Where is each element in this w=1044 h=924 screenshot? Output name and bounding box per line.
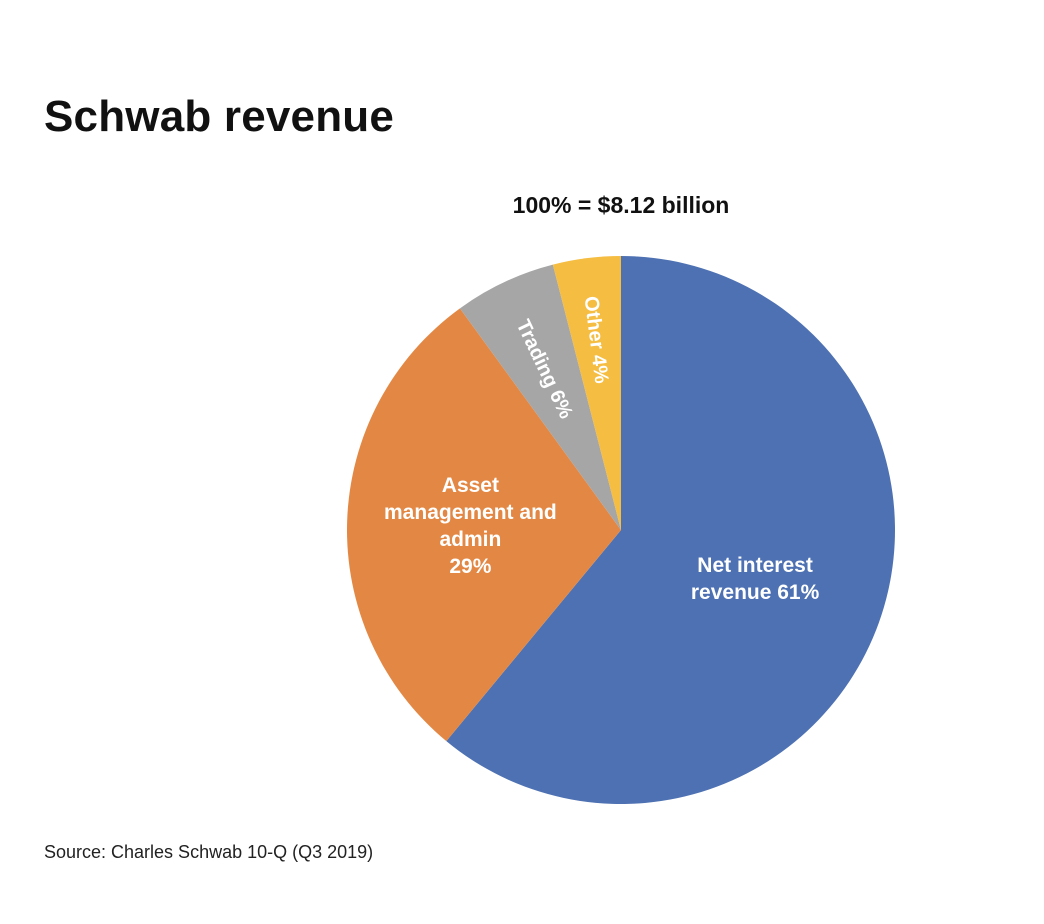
pie-slices — [346, 256, 896, 804]
pie-label-line: 29% — [449, 555, 491, 578]
chart-subtitle-total: 100% = $8.12 billion — [512, 192, 730, 218]
chart-source-note: Source: Charles Schwab 10-Q (Q3 2019) — [44, 842, 374, 862]
pie-label-asset-management-and-admin: Asset management and admin 29% — [384, 474, 557, 578]
pie-slice-asset-management-and-admin — [346, 308, 621, 742]
pie-label-line: revenue 61% — [691, 581, 820, 604]
chart-title: Schwab revenue — [44, 92, 395, 141]
pie-slice-net-interest-revenue — [446, 256, 896, 804]
pie-label-net-interest-revenue: Net interest revenue 61% — [691, 554, 820, 604]
pie-label-line: Net interest — [697, 554, 813, 577]
pie-label-line: admin — [439, 528, 501, 551]
pie-label-line: management and — [384, 501, 557, 524]
pie-slice-trading — [459, 264, 621, 530]
pie-slice-other — [552, 256, 621, 530]
pie-label-line: Asset — [442, 474, 499, 497]
